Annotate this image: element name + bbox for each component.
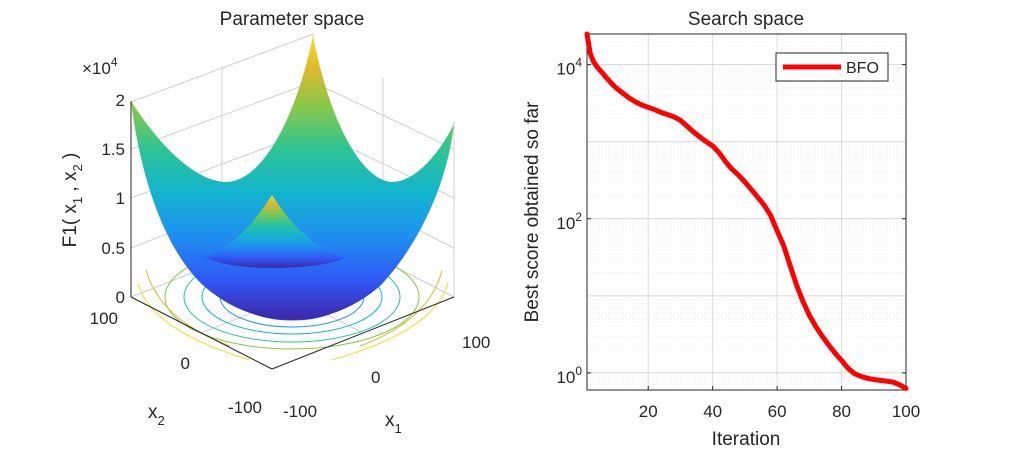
surface-title: Parameter space (220, 9, 365, 30)
y-tick-label: 102 (556, 210, 582, 233)
z-tick-label: 0.5 (101, 239, 125, 258)
contour-8 (359, 269, 443, 347)
x-tick-label: 40 (703, 402, 722, 421)
x1-tick-label: 0 (371, 368, 380, 387)
line-x-label: Iteration (712, 429, 781, 450)
x-tick-label: 100 (892, 402, 920, 421)
x2-tick-label: 0 (181, 354, 190, 373)
x2-axis-label: x2 (148, 402, 165, 428)
surface-front-peak (205, 195, 345, 268)
line-plot: Search space 20 40 60 80 100 104 102 100… (522, 9, 920, 450)
x-tick-label: 80 (832, 402, 851, 421)
z-tick-label: 0 (116, 288, 125, 307)
x1-tick-label: -100 (283, 402, 317, 421)
line-axes-box (586, 33, 907, 391)
x1-axis-line (271, 296, 455, 370)
x-tick-label: 60 (768, 402, 787, 421)
y-tick-label: 104 (556, 56, 582, 79)
x2-tick-label: 100 (90, 309, 118, 328)
x2-axis: 100 0 -100 x2 (90, 296, 273, 428)
x-tick-label: 20 (639, 402, 658, 421)
x1-axis: -100 0 100 x1 (271, 296, 490, 436)
surface-plot: Parameter space (60, 9, 490, 436)
contour-9 (137, 282, 251, 361)
z-tick-label: 1.5 (101, 140, 125, 159)
z-exponent: ×104 (82, 55, 118, 78)
z-tick-label: 1 (116, 189, 125, 208)
z-axis: 0 0.5 1 1.5 2 ×104 F1( x1 , x2 ) (60, 55, 132, 307)
x2-tick-label: -100 (228, 398, 262, 417)
legend: BFO (775, 52, 889, 82)
line-y-label: Best score obtained so far (522, 101, 543, 322)
line-ticks (587, 64, 907, 390)
surface (131, 36, 454, 320)
x1-axis-label: x1 (385, 410, 402, 436)
x1-tick-label: 100 (462, 333, 490, 352)
y-tick-label: 100 (556, 364, 582, 387)
z-axis-label: F1( x1 , x2 ) (60, 153, 85, 248)
x2-axis-line (130, 296, 273, 370)
line-grid (587, 34, 907, 391)
series-bfo-line (584, 31, 909, 391)
legend-label: BFO (846, 60, 879, 77)
contour-10 (331, 282, 449, 361)
line-title: Search space (688, 9, 804, 30)
z-tick-label: 2 (116, 91, 125, 110)
